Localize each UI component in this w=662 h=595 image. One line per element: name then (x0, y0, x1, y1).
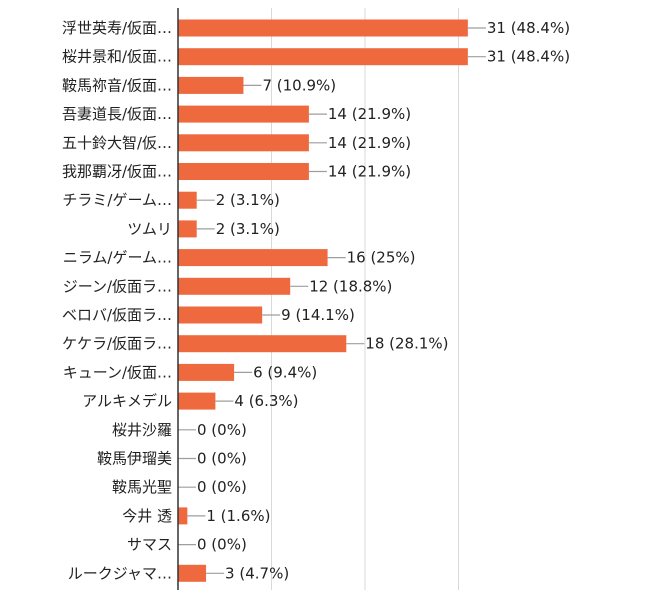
category-label: サマス (127, 536, 172, 554)
bar (178, 105, 309, 123)
bar (178, 335, 347, 353)
category-label: 浮世英寿/仮面… (62, 19, 172, 37)
value-label: 31 (48.4%) (487, 48, 570, 66)
bar (178, 163, 309, 180)
value-label: 0 (0%) (197, 421, 247, 439)
category-label: 今井 透 (122, 507, 172, 525)
value-label: 16 (25%) (347, 249, 416, 267)
value-label: 18 (28.1%) (365, 335, 448, 353)
category-label: ニラム/ゲーム… (63, 249, 172, 267)
value-label: 0 (0%) (197, 450, 247, 468)
value-label: 0 (0%) (197, 536, 247, 554)
bar (178, 507, 188, 525)
category-label: 鞍馬祢音/仮面… (62, 76, 172, 94)
bar (178, 249, 328, 267)
category-label: 桜井景和/仮面… (62, 48, 172, 66)
bar (178, 306, 263, 324)
label-layer: 浮世英寿/仮面… 31 (48.4%) 桜井景和/仮面… 31 (48.4%) 鞍馬祢音… (62, 19, 570, 582)
bar (178, 564, 207, 582)
category-label: ケケラ/仮面ラ… (62, 335, 172, 353)
bar-layer (178, 19, 468, 582)
bar (178, 220, 197, 238)
value-label: 31 (48.4%) (487, 19, 570, 37)
category-label: 桜井沙羅 (112, 421, 172, 439)
value-label: 12 (18.8%) (309, 277, 392, 295)
value-label: 14 (21.9%) (328, 134, 411, 152)
grid-layer (271, 8, 459, 590)
category-label: チラミ/ゲーム… (62, 191, 172, 209)
bar (178, 277, 291, 295)
bar (178, 363, 235, 381)
category-label: ベロバ/仮面ラ… (62, 306, 172, 324)
bar (178, 191, 197, 209)
bar (178, 392, 216, 410)
category-label: ルークジャマ… (68, 564, 172, 582)
bar (178, 48, 468, 66)
bar (178, 19, 468, 37)
category-label: 鞍馬光聖 (112, 478, 172, 496)
category-label: ツムリ (127, 220, 172, 238)
category-label: ジーン/仮面ラ… (63, 277, 172, 295)
value-label: 3 (4.7%) (225, 564, 289, 582)
category-label: 我那覇冴/仮面… (62, 163, 172, 181)
category-label: 吾妻道長/仮面… (62, 105, 172, 123)
category-label: 鞍馬伊瑠美 (97, 450, 172, 468)
value-label: 7 (10.9%) (262, 76, 336, 94)
category-label: キューン/仮面… (63, 363, 172, 381)
value-label: 14 (21.9%) (328, 163, 411, 181)
category-label: アルキメデル (82, 392, 172, 410)
value-label: 2 (3.1%) (216, 220, 280, 238)
value-label: 4 (6.3%) (234, 392, 298, 410)
value-label: 0 (0%) (197, 478, 247, 496)
value-label: 6 (9.4%) (253, 363, 317, 381)
bar (178, 76, 244, 94)
value-label: 2 (3.1%) (216, 191, 280, 209)
value-label: 1 (1.6%) (206, 507, 270, 525)
value-label: 9 (14.1%) (281, 306, 355, 324)
category-label: 五十鈴大智/仮… (62, 134, 172, 152)
value-label: 14 (21.9%) (328, 105, 411, 123)
bar (178, 134, 309, 152)
